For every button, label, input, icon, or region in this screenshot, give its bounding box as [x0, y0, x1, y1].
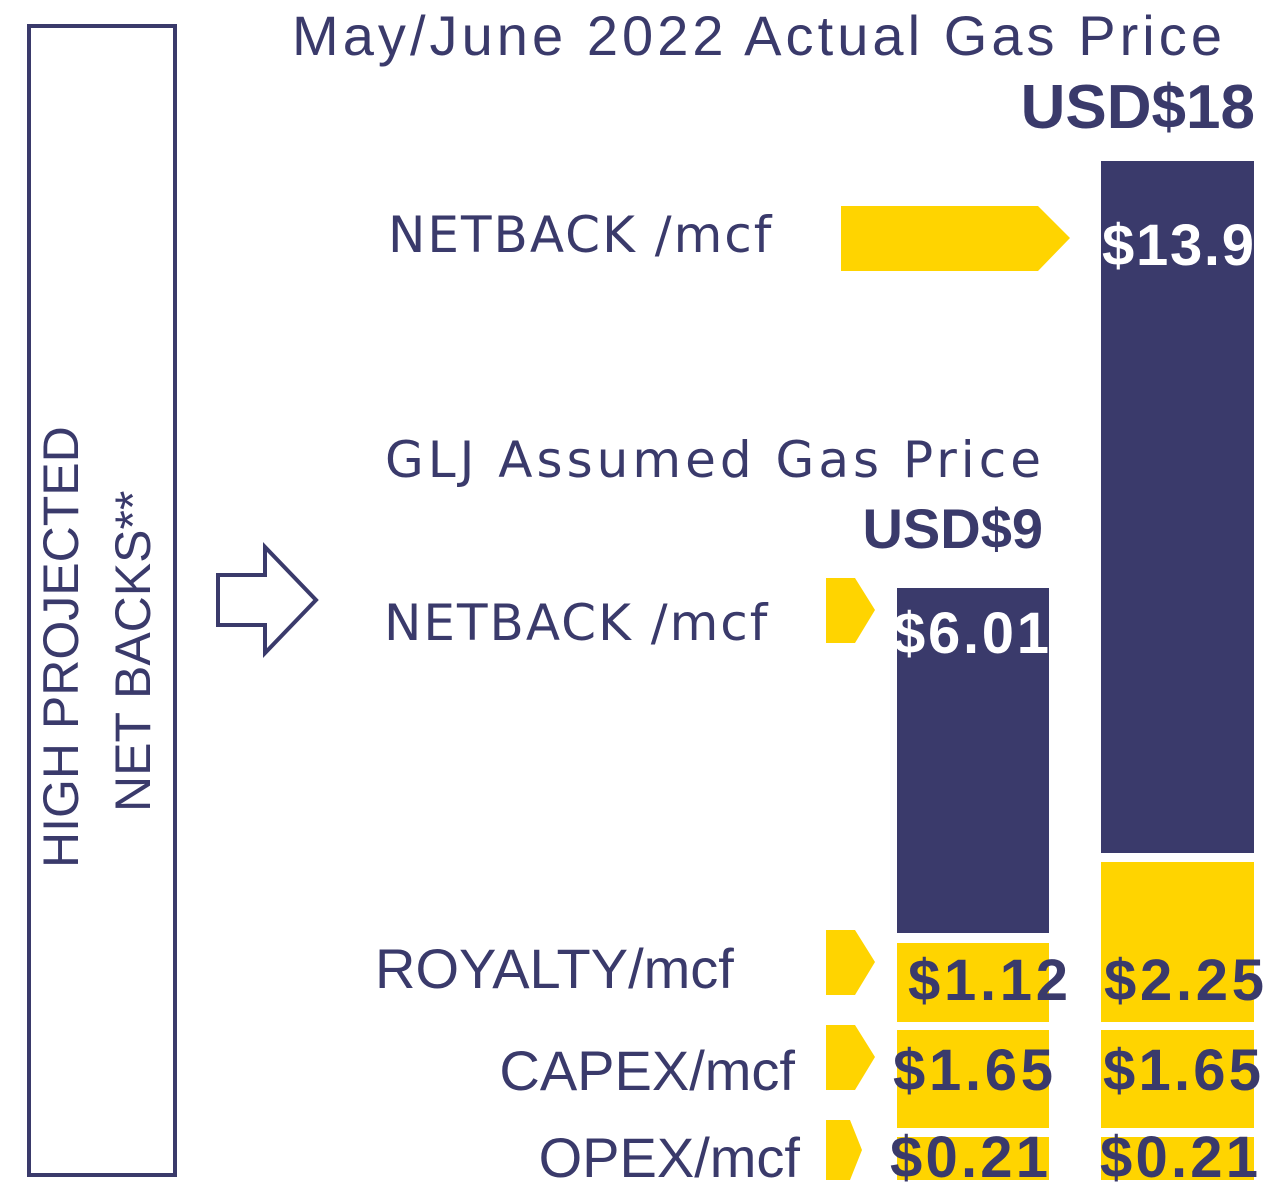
row-label: ROYALTY/mcf [375, 937, 734, 1000]
assumed-title: GLJ Assumed Gas Price [385, 431, 1043, 489]
pointer [826, 578, 875, 643]
value-label: $1.65 [1103, 1038, 1261, 1103]
value-label: $6.01 [893, 601, 1049, 666]
row-label: CAPEX/mcf [499, 1039, 795, 1102]
side-box [27, 24, 177, 1177]
pointer [826, 930, 875, 995]
value-label: $2.25 [1104, 948, 1264, 1013]
actual-title: May/June 2022 Actual Gas Price [292, 4, 1222, 67]
netback-block [1101, 161, 1254, 853]
assumed-price: USD$9 [862, 497, 1043, 560]
capex-block [1101, 1030, 1254, 1128]
value-label: $1.12 [908, 948, 1068, 1013]
arrow [216, 542, 319, 658]
pointer [826, 1120, 862, 1180]
royalty-block [1101, 862, 1254, 1022]
capex-block [897, 1030, 1049, 1128]
pointer [841, 206, 1070, 271]
actual-price: USD$18 [1021, 73, 1255, 142]
royalty-block [897, 943, 1049, 1022]
netback-block [897, 588, 1049, 933]
side-label: HIGH PROJECTED [33, 426, 89, 868]
opex-block [1101, 1137, 1254, 1180]
opex-block [897, 1137, 1049, 1180]
row-label: OPEX/mcf [539, 1126, 801, 1189]
value-label: $0.21 [890, 1125, 1048, 1189]
value-label: $13.9 [1102, 213, 1254, 278]
netback-label: NETBACK /mcf [388, 206, 773, 264]
pointer [826, 1025, 875, 1090]
netback-label: NETBACK /mcf [384, 594, 769, 652]
value-label: $1.65 [893, 1038, 1053, 1103]
value-label: $0.21 [1100, 1125, 1258, 1189]
side-label: NET BACKS** [105, 491, 161, 812]
